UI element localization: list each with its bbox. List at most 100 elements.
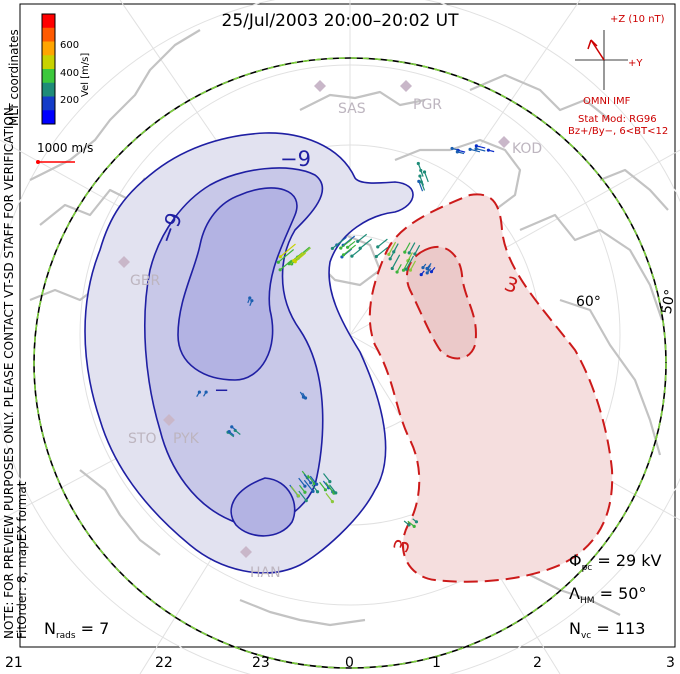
velocity-vector-origin	[416, 161, 420, 166]
velocity-vector-origin	[374, 254, 378, 259]
velocity-scale: 1000 m/s	[36, 141, 93, 164]
velocity-vector-origin	[387, 252, 391, 256]
velocity-vector-origin	[403, 250, 407, 254]
velocity-vector-origin	[350, 254, 354, 258]
velocity-vector-origin	[418, 174, 422, 178]
velocity-vector	[279, 259, 293, 271]
colorbar-band	[42, 69, 55, 84]
preview-note: NOTE: FOR PREVIEW PURPOSES ONLY. PLEASE …	[2, 103, 16, 639]
radar-site-markers	[118, 80, 510, 558]
velocity-vector-origin	[407, 251, 411, 255]
velocity-vector	[279, 243, 296, 258]
velocity-vector	[388, 241, 397, 255]
radar-site-kod-marker	[498, 136, 510, 148]
velocity-vector	[277, 249, 295, 263]
velocity-vector-origin	[276, 260, 280, 264]
negative-potential-cell	[84, 132, 414, 574]
colorbar-tick-600: 600	[60, 40, 79, 51]
velocity-vector	[343, 244, 357, 256]
mlt-tick-3: 3	[666, 655, 675, 671]
radar-site-sas-marker	[314, 80, 326, 92]
radar-site-pyk-label: PYK	[173, 431, 200, 447]
velocity-vector-origin	[413, 252, 417, 256]
coordinate-system-label: MLT coordinates	[7, 29, 21, 126]
velocity-vector	[402, 258, 411, 271]
velocity-vector	[391, 254, 401, 269]
velocity-vector-origin	[278, 268, 282, 272]
velocity-vector-origin	[395, 270, 399, 274]
velocity-vector-origin	[450, 146, 454, 151]
velocity-colorbar: 600 400 200 Vel [m/s]	[41, 13, 91, 125]
velocity-vector-origin	[425, 266, 429, 271]
imf-source: OMNI IMF	[583, 96, 631, 107]
velocity-vector	[293, 252, 304, 262]
velocity-vector-origin	[334, 491, 338, 495]
velocity-vector-origin	[330, 500, 335, 504]
velocity-vector	[351, 247, 363, 257]
velocity-vector	[408, 242, 416, 254]
velocity-vector-origin	[339, 246, 343, 250]
velocity-vector	[342, 235, 356, 246]
velocity-vector-origin	[408, 268, 413, 272]
velocity-vectors	[196, 144, 495, 528]
velocity-vector	[414, 244, 421, 255]
velocity-vector	[298, 477, 306, 487]
radar-site-gbr-label: GBR	[130, 273, 160, 289]
velocity-vector	[357, 233, 368, 242]
velocity-vector-origin	[356, 239, 360, 244]
velocity-vector	[389, 249, 396, 260]
velocity-vector-origin	[315, 482, 319, 486]
velocity-vector-origin	[330, 246, 334, 251]
velocity-vector-origin	[474, 144, 478, 148]
velocity-vector-origin	[376, 245, 380, 249]
velocity-vector-origin	[468, 147, 472, 151]
contour-label-neg-inner: −	[214, 380, 229, 401]
imf-by-label: +Y	[628, 58, 643, 69]
velocity-vector	[290, 485, 300, 497]
velocity-vector-origin	[250, 299, 254, 303]
hmb-latitude: ΛHM = 50°	[569, 584, 646, 606]
colorbar-band	[42, 82, 55, 97]
velocity-vector-origin	[248, 296, 252, 300]
velocity-vector-origin	[292, 259, 296, 263]
velocity-vector-origin	[311, 489, 315, 493]
velocity-vector-origin	[227, 430, 231, 434]
velocity-vector-origin	[419, 180, 423, 184]
velocity-vector	[325, 482, 335, 494]
radar-site-han-label: HAN	[250, 565, 281, 581]
velocity-vector-origin	[315, 490, 320, 494]
radar-site-pgr-marker	[400, 80, 412, 92]
radar-site-labels: SAS PGR KOD GBR STO PYK HAN	[128, 97, 542, 581]
colorbar-band	[42, 14, 55, 29]
velocity-vector-origin	[401, 268, 406, 272]
velocity-vector-origin	[425, 271, 429, 275]
fit-order-note: FitOrder: 8, mapEX format	[15, 481, 29, 639]
velocity-vector	[323, 473, 331, 483]
mlt-tick-22: 22	[155, 655, 173, 671]
velocity-vector-origin	[455, 150, 459, 154]
velocity-vector	[298, 490, 307, 501]
velocity-vector-origin	[323, 488, 328, 492]
velocity-vector	[328, 484, 337, 494]
map-title: 25/Jul/2003 20:00–20:02 UT	[222, 11, 460, 31]
velocity-vector-origin	[486, 148, 490, 152]
velocity-vector-origin	[230, 425, 234, 429]
radar-site-sto-label: STO	[128, 431, 156, 447]
velocity-vector	[418, 181, 424, 192]
mlt-axis: 21 22 23 0 1 2 3	[5, 655, 675, 671]
velocity-vector-origin	[303, 396, 308, 400]
radar-site-sto-marker	[163, 414, 175, 426]
colorbar-band	[42, 27, 55, 42]
colorbar-tick-400: 400	[60, 68, 79, 79]
colorbar-band	[42, 55, 55, 70]
velocity-vector-origin	[404, 267, 408, 271]
colorbar-band	[42, 96, 55, 111]
velocity-vector-origin	[309, 481, 313, 485]
velocity-vector-origin	[421, 266, 425, 270]
cross-polar-potential: Φpc = 29 kV	[569, 551, 662, 573]
velocity-vector-origin	[278, 255, 282, 259]
velocity-vector-origin	[388, 257, 392, 261]
contour-label-neg-outer: −9	[280, 147, 311, 171]
